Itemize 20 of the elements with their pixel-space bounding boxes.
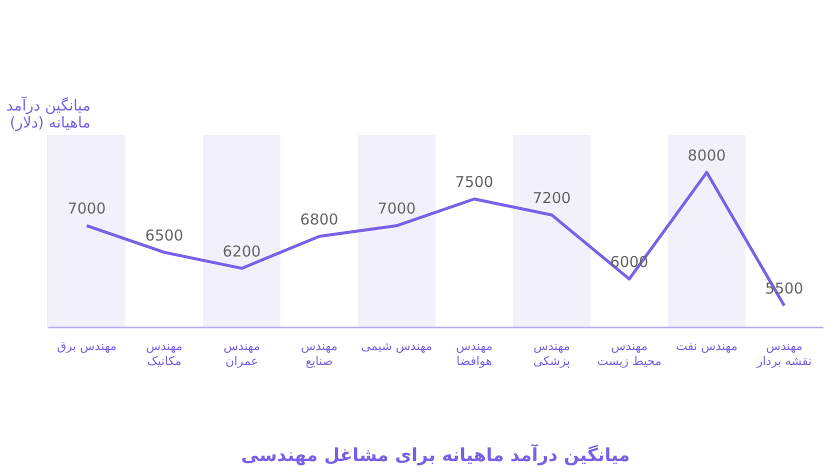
x-tick-label: مهندس پزشکی: [533, 339, 570, 368]
data-label: 7000: [68, 200, 106, 218]
data-label: 7000: [378, 200, 416, 218]
x-tick-label: مهندس نفت: [676, 339, 738, 353]
y-axis-title: میانگین درآمد ماهیانه (دلار): [6, 96, 90, 132]
x-tick-label: مهندس عمران: [223, 339, 260, 368]
x-tick-label: مهندس برق: [56, 339, 117, 353]
x-tick-label: مهندس محیط زیست: [596, 339, 662, 368]
data-label: 6800: [300, 210, 338, 228]
x-tick-label: مهندس شیمی: [361, 339, 432, 353]
text: میانگین درآمد ماهیانه برای مشاغل مهندسی: [241, 443, 630, 466]
x-tick-label: مهندس نقشه بردار: [756, 339, 812, 368]
data-label: 7500: [455, 173, 494, 191]
data-label: 8000: [688, 146, 726, 164]
data-label: 7200: [532, 189, 571, 207]
x-tick-label: مهندس هوافضا: [456, 339, 493, 368]
data-label: 6500: [145, 226, 184, 244]
data-label: 6200: [222, 242, 261, 260]
x-tick-label: مهندس صنایع: [300, 339, 338, 368]
x-tick-label: مهندس مکانیک: [146, 339, 183, 368]
